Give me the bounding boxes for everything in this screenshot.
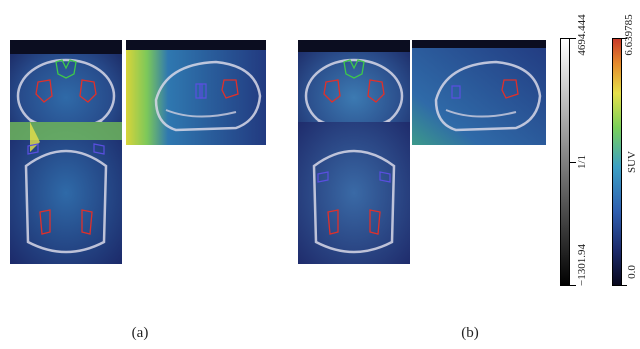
grayscale-max-label: 4694.444 [576,0,590,70]
suv-max-label: 6.639785 [623,0,637,70]
panel-b-axial-image [298,122,410,264]
grayscale-mid-label: 1/1 [576,142,590,182]
panel-a-sagittal-image [126,40,266,145]
grayscale-min-label: −1301.94 [576,230,590,300]
grayscale-colorbar [560,38,570,286]
panel-b-sagittal-image [412,40,546,145]
panel-a-axial-image [10,122,122,264]
suv-min-label: 0.0 [626,252,640,292]
suv-axis-label: SUV [626,142,640,182]
suv-colorbar [612,38,622,286]
caption-a: (a) [120,325,160,342]
caption-b: (b) [450,325,490,342]
